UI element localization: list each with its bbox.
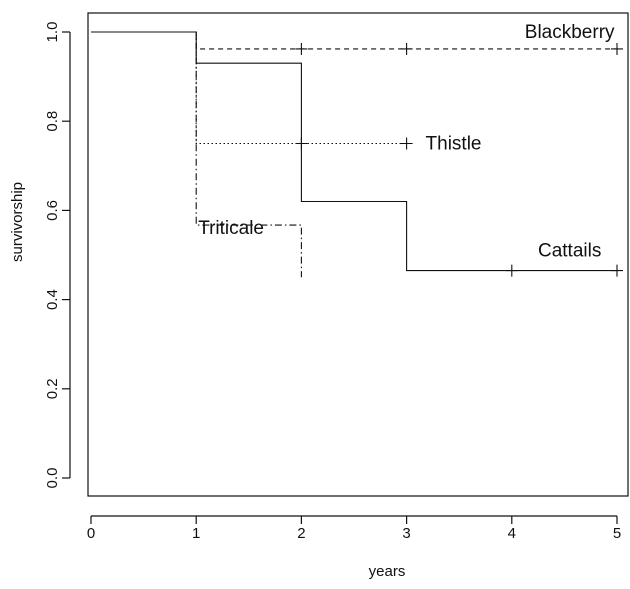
x-axis-label: years bbox=[369, 563, 406, 580]
x-tick-label: 3 bbox=[402, 525, 410, 542]
censor-mark-blackberry bbox=[295, 42, 308, 55]
series-label-triticale: Triticale bbox=[198, 218, 264, 239]
y-axis-label: survivorship bbox=[9, 182, 26, 262]
y-tick-label: 1.0 bbox=[44, 22, 61, 43]
y-tick-label: 0.4 bbox=[44, 289, 61, 310]
censor-mark-cattails bbox=[505, 264, 518, 277]
x-tick-label: 2 bbox=[297, 525, 305, 542]
x-tick-label: 1 bbox=[192, 525, 200, 542]
censor-marks-layer bbox=[295, 42, 623, 277]
y-tick-label: 0.2 bbox=[44, 378, 61, 399]
censor-mark-blackberry bbox=[611, 42, 623, 55]
x-tick-label: 5 bbox=[613, 525, 621, 542]
y-tick-label: 0.8 bbox=[44, 111, 61, 132]
annotation-layer: Blackberry Thistle Cattails Triticale bbox=[198, 22, 615, 262]
censor-mark-blackberry bbox=[400, 42, 413, 55]
censor-mark-thistle bbox=[295, 137, 308, 150]
plot-frame bbox=[87, 12, 629, 497]
series-label-thistle: Thistle bbox=[426, 134, 482, 155]
x-tick-label: 4 bbox=[508, 525, 516, 542]
censor-mark-cattails bbox=[611, 264, 623, 277]
censor-mark-thistle bbox=[400, 137, 413, 150]
y-axis: 0.0 0.2 0.4 0.6 0.8 1.0 bbox=[44, 22, 71, 489]
y-tick-label: 0.0 bbox=[44, 468, 61, 489]
series-layer bbox=[91, 31, 617, 278]
x-axis: 0 1 2 3 4 5 bbox=[87, 515, 621, 542]
x-tick-label: 0 bbox=[87, 525, 95, 542]
y-tick-label: 0.6 bbox=[44, 200, 61, 221]
series-label-cattails: Cattails bbox=[538, 241, 601, 262]
series-label-blackberry: Blackberry bbox=[525, 22, 615, 43]
series-line-triticale bbox=[91, 31, 302, 278]
series-line-cattails bbox=[91, 31, 617, 272]
